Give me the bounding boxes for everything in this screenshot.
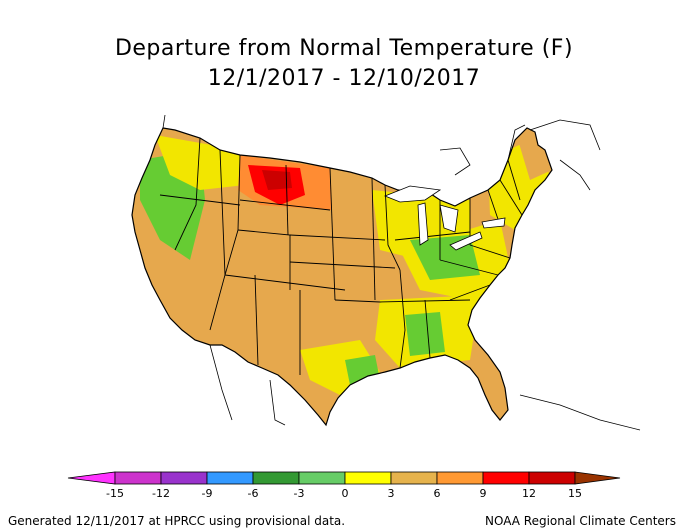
colorbar-segment [114, 471, 162, 485]
colorbar-tick-label: 3 [388, 487, 395, 500]
colorbar-segment [252, 471, 300, 485]
map-r-hot-core [262, 170, 292, 190]
colorbar-tick-label: 15 [568, 487, 582, 500]
colorbar-tick-label: -6 [248, 487, 259, 500]
colorbar-segment [574, 471, 621, 485]
footer-generated: Generated 12/11/2017 at HPRCC using prov… [8, 514, 346, 528]
colorbar-tick-label: 6 [434, 487, 441, 500]
footer-source: NOAA Regional Climate Centers [485, 514, 676, 528]
us-border [131, 127, 553, 427]
map-date-range: 12/1/2017 - 12/10/2017 [207, 66, 481, 91]
colorbar-tick-label: 0 [342, 487, 349, 500]
colorbar-tick-label: -3 [294, 487, 305, 500]
colorbar-segment [482, 471, 530, 485]
map-r-alabama [405, 312, 445, 356]
colorbar-segment [436, 471, 484, 485]
state-boundaries [159, 137, 523, 375]
colorbar-tick-label: -12 [152, 487, 170, 500]
colorbar-segment [390, 471, 438, 485]
great-lakes [383, 185, 506, 251]
colorbar-tick-label: 12 [522, 487, 536, 500]
colorbar-tick-label: -9 [202, 487, 213, 500]
colorbar-segment [528, 471, 576, 485]
colorbar-tick-label: 9 [480, 487, 487, 500]
colorbar-segment [67, 471, 116, 485]
colorbar-segment [206, 471, 254, 485]
colorbar-segment [298, 471, 346, 485]
map-title: Departure from Normal Temperature (F) [114, 36, 574, 61]
colorbar-segment [344, 471, 392, 485]
colorbar-segment [160, 471, 208, 485]
canada-mexico-outlines [162, 114, 641, 431]
colorbar-tick-label: -15 [106, 487, 124, 500]
